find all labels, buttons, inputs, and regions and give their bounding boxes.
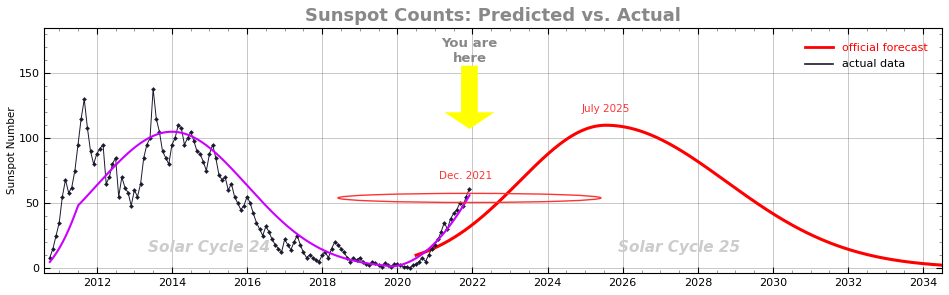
Y-axis label: Sunspot Number: Sunspot Number <box>7 107 17 194</box>
Legend: official forecast, actual data: official forecast, actual data <box>801 38 932 74</box>
Title: Sunspot Counts: Predicted vs. Actual: Sunspot Counts: Predicted vs. Actual <box>306 7 681 25</box>
Text: Dec. 2021: Dec. 2021 <box>439 171 493 181</box>
Text: Solar Cycle 24: Solar Cycle 24 <box>148 240 270 255</box>
Text: You are
here: You are here <box>441 37 497 65</box>
Text: July 2025: July 2025 <box>582 104 630 114</box>
Text: Solar Cycle 25: Solar Cycle 25 <box>618 240 740 255</box>
